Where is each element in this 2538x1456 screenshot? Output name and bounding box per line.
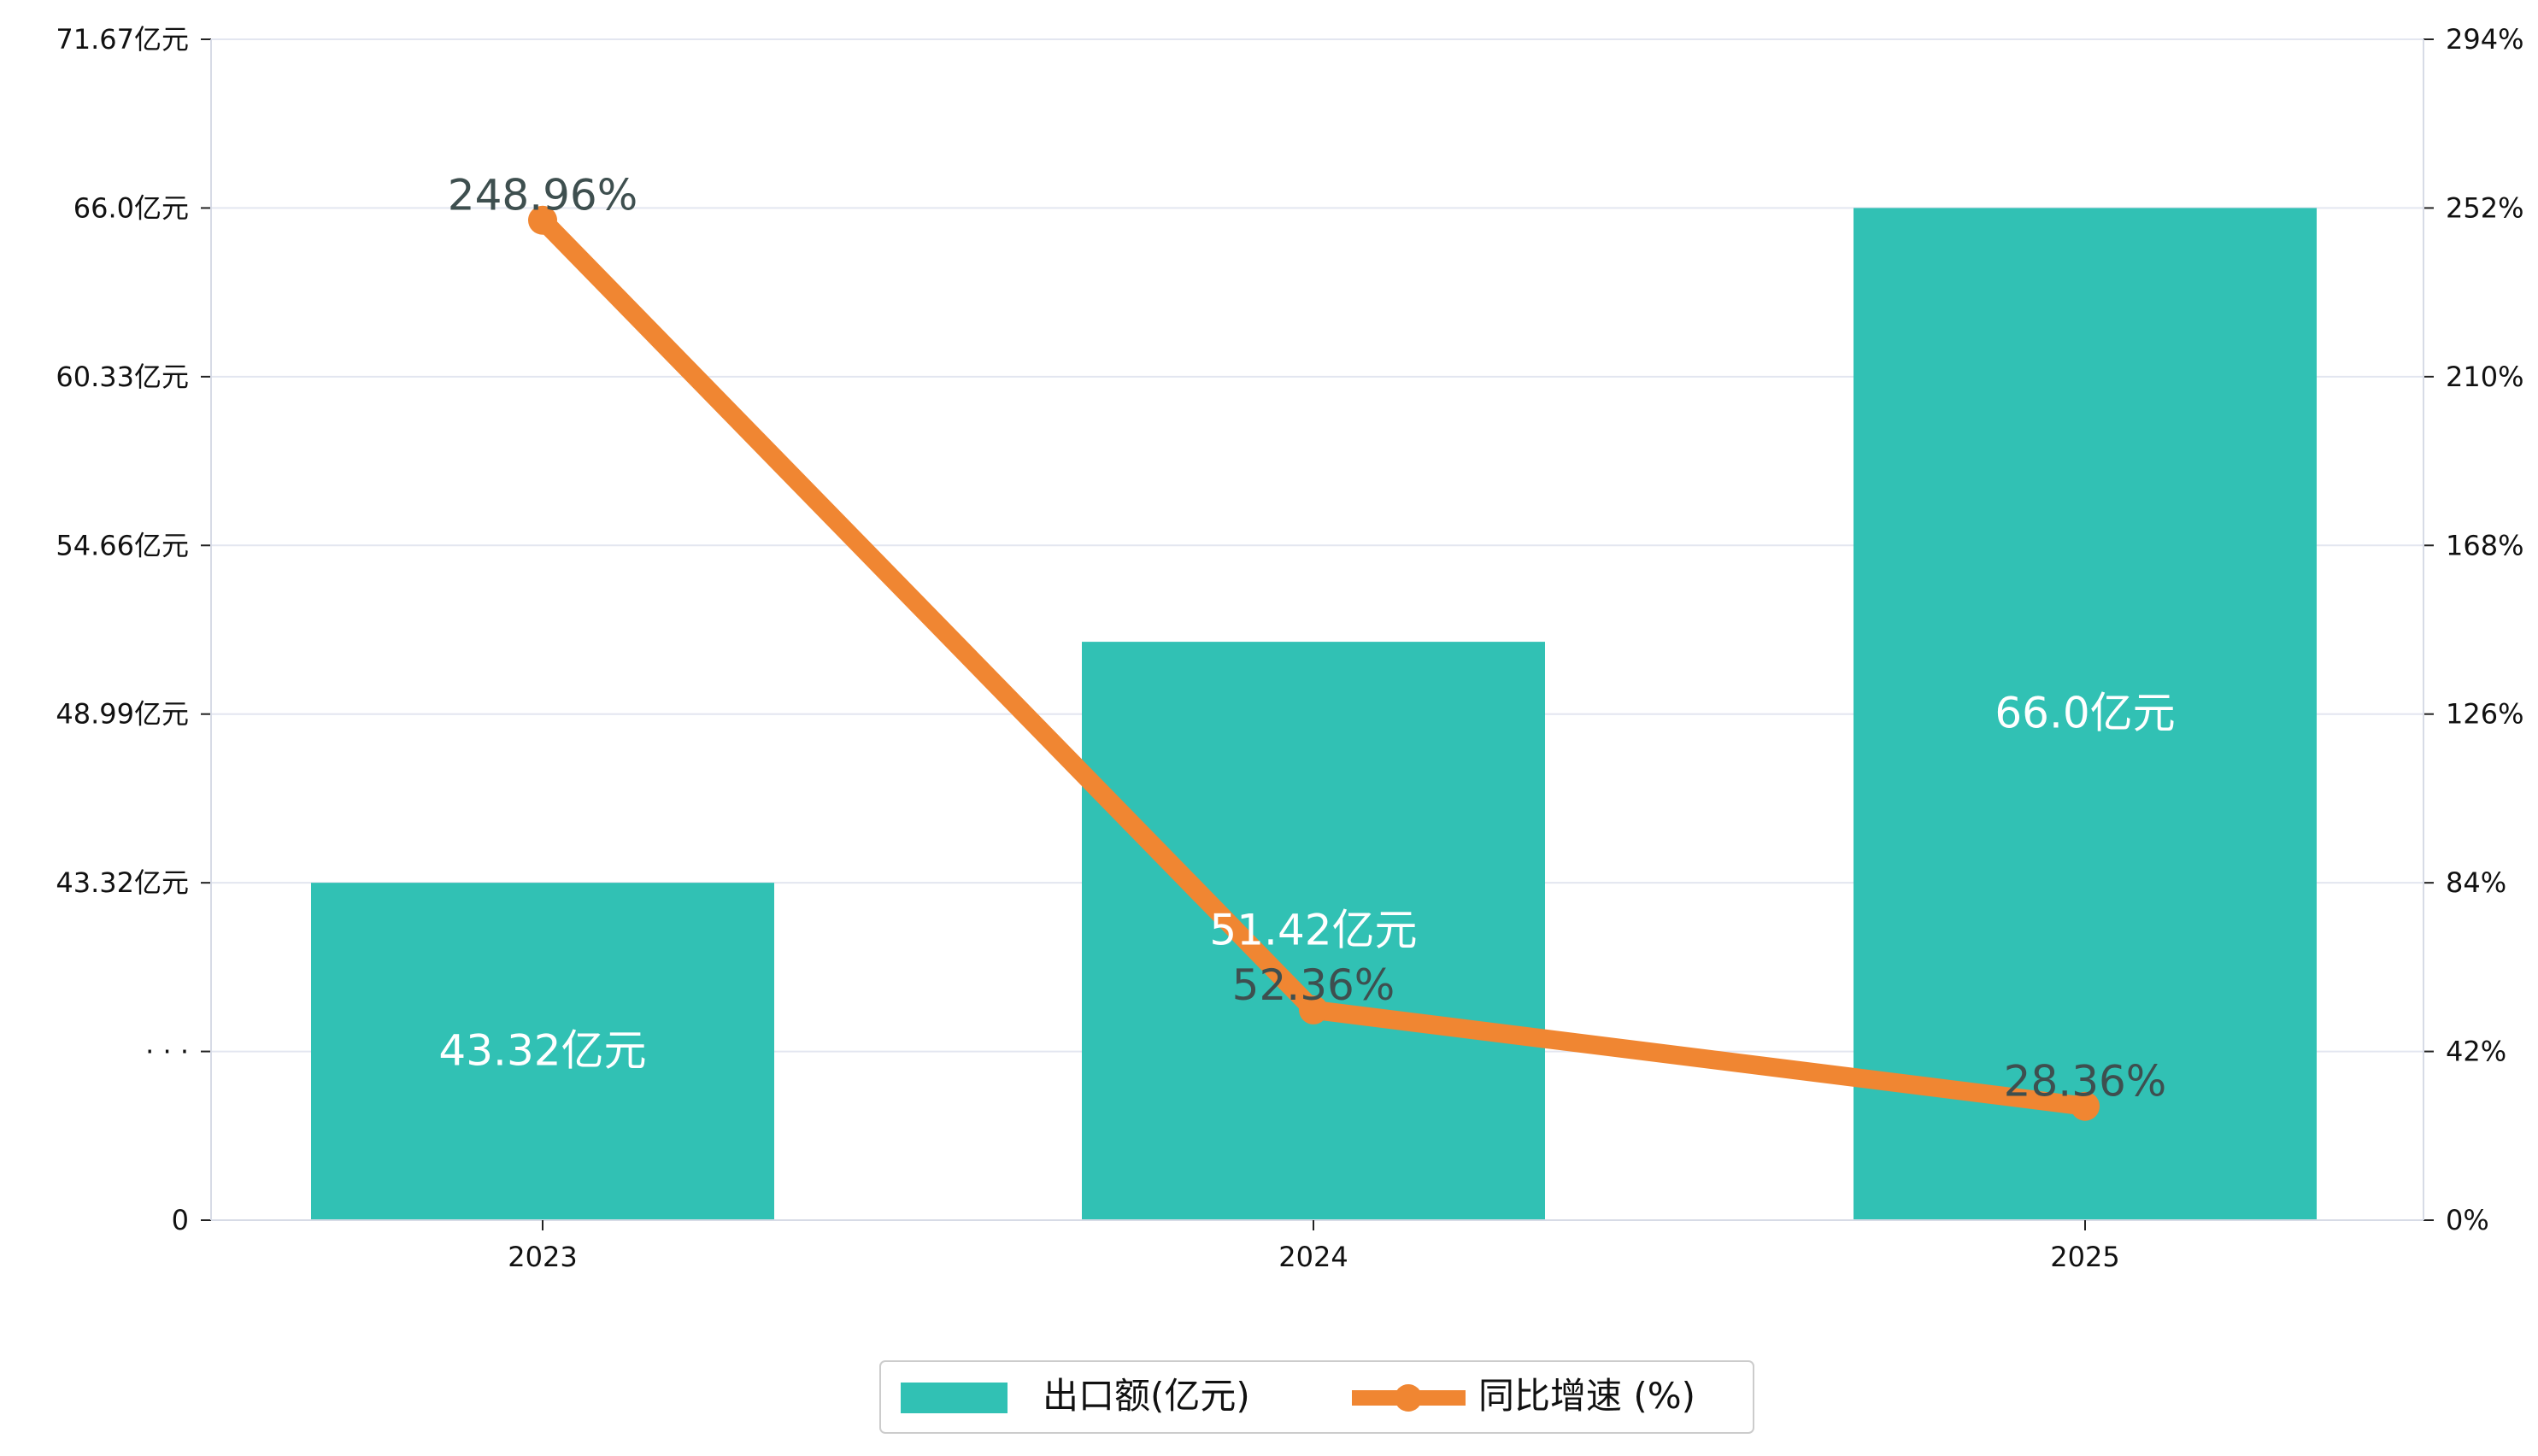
growth-point-2023: [528, 205, 557, 235]
bar-layer: [311, 208, 2317, 1220]
label-layer: 43.32亿元 51.42亿元 66.0亿元 248.96% 52.36% 28.36%: [438, 171, 2175, 1107]
legend-line-label: 同比增速 (%): [1478, 1375, 1695, 1417]
bar-value-label: 43.32亿元: [438, 1026, 646, 1076]
left-axis-tick-label: 43.32亿元: [56, 866, 189, 899]
line-layer: [528, 205, 2100, 1121]
legend-bar-label: 出口额(亿元): [1043, 1375, 1250, 1417]
growth-value-label: 248.96%: [448, 171, 637, 220]
growth-point-2025: [2071, 1091, 2100, 1121]
left-axis-tick-label: 71.67亿元: [56, 23, 189, 56]
bar-2023: [311, 883, 774, 1220]
legend-bar-swatch: [901, 1383, 1008, 1413]
left-axis-tick-label: 0: [172, 1204, 189, 1236]
right-axis-tick-label: 84%: [2446, 866, 2506, 899]
bar-value-label: 51.42亿元: [1209, 906, 1417, 955]
right-axis-tick-label: 42%: [2446, 1036, 2506, 1068]
left-axis-tick-label: 54.66亿元: [56, 529, 189, 561]
growth-value-label: 28.36%: [2004, 1057, 2167, 1107]
right-axis-tick-label: 168%: [2446, 529, 2523, 561]
x-axis-tick-label: 2024: [1278, 1241, 1348, 1273]
legend-box: [879, 1360, 1754, 1434]
left-axis-tick-label: · · ·: [145, 1036, 189, 1068]
right-axis-tick-label: 210%: [2446, 361, 2523, 393]
growth-point-2024: [1299, 995, 1328, 1024]
bar-2025: [1854, 208, 2317, 1220]
axis-layer: 0 0% · · · 42% 43.32亿元 84% 48.99亿元 126% 54.66亿元 1…: [56, 23, 2523, 1273]
right-axis-tick-label: 126%: [2446, 698, 2523, 731]
right-axis-tick-label: 0%: [2446, 1204, 2489, 1236]
left-axis-tick-label: 66.0亿元: [73, 191, 189, 224]
right-axis-tick-label: 252%: [2446, 191, 2523, 224]
growth-value-label: 52.36%: [1232, 960, 1395, 1010]
bar-2024: [1082, 642, 1545, 1220]
x-axis-tick-label: 2023: [508, 1241, 577, 1273]
left-axis-tick-label: 48.99亿元: [56, 698, 189, 731]
legend: 出口额(亿元) 同比增速 (%): [879, 1360, 1754, 1434]
legend-line-marker: [1395, 1384, 1422, 1412]
right-axis-tick-label: 294%: [2446, 23, 2523, 56]
bar-value-label: 66.0亿元: [1995, 689, 2175, 738]
x-axis-tick-label: 2025: [2050, 1241, 2119, 1273]
left-axis-tick-label: 60.33亿元: [56, 361, 189, 393]
